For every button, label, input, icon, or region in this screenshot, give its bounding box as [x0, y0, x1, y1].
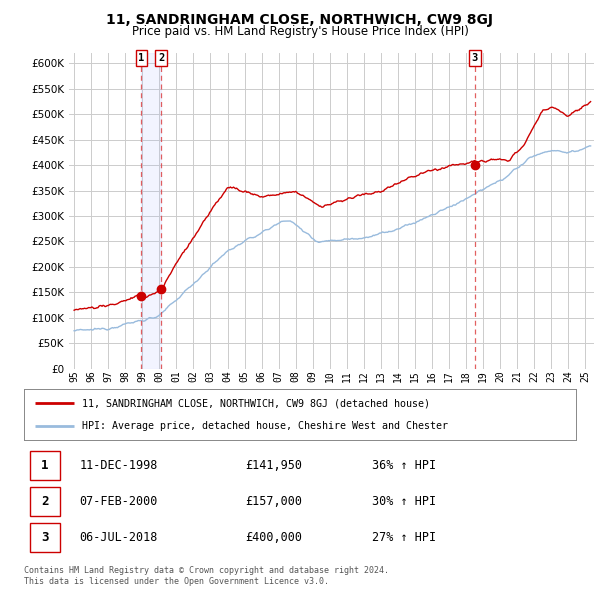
Text: 1: 1 — [138, 53, 145, 63]
Text: HPI: Average price, detached house, Cheshire West and Chester: HPI: Average price, detached house, Ches… — [82, 421, 448, 431]
Text: 36% ↑ HPI: 36% ↑ HPI — [372, 459, 436, 472]
Text: £141,950: £141,950 — [245, 459, 302, 472]
Text: £400,000: £400,000 — [245, 531, 302, 544]
Text: 30% ↑ HPI: 30% ↑ HPI — [372, 495, 436, 508]
Text: 3: 3 — [41, 531, 49, 544]
Text: 11, SANDRINGHAM CLOSE, NORTHWICH, CW9 8GJ (detached house): 11, SANDRINGHAM CLOSE, NORTHWICH, CW9 8G… — [82, 398, 430, 408]
FancyBboxPatch shape — [29, 523, 60, 552]
Text: 3: 3 — [472, 53, 478, 63]
Text: 2: 2 — [41, 495, 49, 508]
Text: Contains HM Land Registry data © Crown copyright and database right 2024.: Contains HM Land Registry data © Crown c… — [24, 566, 389, 575]
Text: 11, SANDRINGHAM CLOSE, NORTHWICH, CW9 8GJ: 11, SANDRINGHAM CLOSE, NORTHWICH, CW9 8G… — [107, 13, 493, 27]
Text: 2: 2 — [158, 53, 164, 63]
Text: Price paid vs. HM Land Registry's House Price Index (HPI): Price paid vs. HM Land Registry's House … — [131, 25, 469, 38]
Text: This data is licensed under the Open Government Licence v3.0.: This data is licensed under the Open Gov… — [24, 577, 329, 586]
Bar — [141, 53, 161, 369]
FancyBboxPatch shape — [29, 451, 60, 480]
Text: 06-JUL-2018: 06-JUL-2018 — [79, 531, 158, 544]
Text: £157,000: £157,000 — [245, 495, 302, 508]
Text: 27% ↑ HPI: 27% ↑ HPI — [372, 531, 436, 544]
FancyBboxPatch shape — [29, 487, 60, 516]
Text: 1: 1 — [41, 459, 49, 472]
Text: 07-FEB-2000: 07-FEB-2000 — [79, 495, 158, 508]
Text: 11-DEC-1998: 11-DEC-1998 — [79, 459, 158, 472]
